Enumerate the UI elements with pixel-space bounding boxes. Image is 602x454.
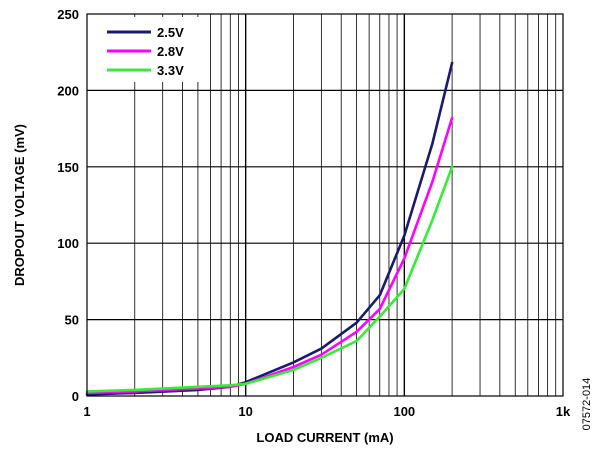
series-line-2.8V bbox=[85, 116, 454, 395]
figure-id: 07572-014 bbox=[581, 378, 593, 431]
y-tick-label: 200 bbox=[57, 83, 79, 98]
y-tick-label: 150 bbox=[57, 160, 79, 175]
legend: 2.5V 2.8V 3.3V bbox=[93, 17, 203, 82]
y-tick-labels: 0 50 100 150 200 250 bbox=[57, 7, 79, 404]
y-axis-title: DROPOUT VOLTAGE (mV) bbox=[12, 124, 27, 286]
x-tick-label: 1k bbox=[556, 404, 571, 419]
x-axis-title: LOAD CURRENT (mA) bbox=[256, 430, 393, 445]
legend-label: 2.8V bbox=[157, 44, 184, 59]
plot-frame bbox=[86, 13, 564, 397]
y-tick-label: 250 bbox=[57, 7, 79, 22]
x-tick-label: 10 bbox=[238, 404, 252, 419]
x-tick-label: 1 bbox=[83, 404, 90, 419]
x-tick-label: 100 bbox=[393, 404, 415, 419]
y-tick-label: 100 bbox=[57, 236, 79, 251]
grid bbox=[87, 14, 563, 396]
legend-label: 2.5V bbox=[157, 25, 184, 40]
y-tick-label: 50 bbox=[65, 313, 79, 328]
series-line-2.5V bbox=[85, 61, 454, 396]
legend-label: 3.3V bbox=[157, 63, 184, 78]
y-tick-label: 0 bbox=[72, 389, 79, 404]
series-lines bbox=[85, 61, 454, 396]
x-tick-labels: 1 10 100 1k bbox=[83, 404, 571, 419]
series-line-3.3V bbox=[85, 165, 454, 393]
